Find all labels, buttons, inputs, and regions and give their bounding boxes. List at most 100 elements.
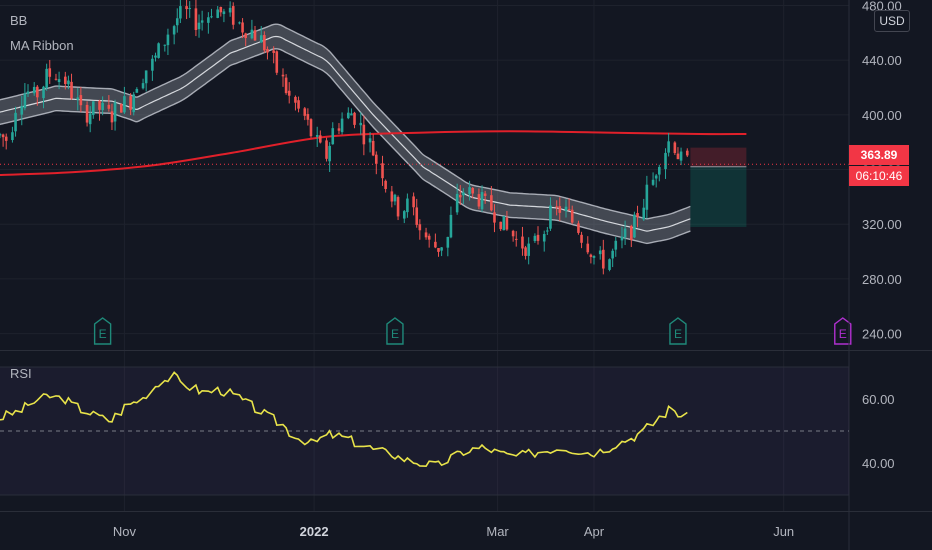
candle[interactable] [48, 59, 52, 84]
candle[interactable] [340, 112, 344, 135]
candle[interactable] [390, 185, 394, 208]
candle[interactable] [393, 193, 397, 206]
candle[interactable] [294, 95, 297, 111]
candle[interactable] [449, 206, 453, 239]
candle[interactable] [275, 50, 279, 76]
candle[interactable] [462, 188, 465, 204]
candle[interactable] [359, 112, 363, 135]
candle[interactable] [151, 55, 154, 81]
candle[interactable] [524, 245, 527, 260]
candle[interactable] [157, 42, 160, 59]
candle[interactable] [45, 63, 48, 91]
candle[interactable] [70, 73, 73, 100]
candle[interactable] [555, 200, 558, 216]
candle[interactable] [315, 126, 319, 147]
candle[interactable] [558, 197, 562, 222]
earnings-marker[interactable]: E [834, 317, 852, 345]
candle[interactable] [381, 155, 384, 186]
candle[interactable] [175, 8, 179, 33]
candle[interactable] [228, 1, 232, 17]
candle[interactable] [54, 73, 58, 81]
candle[interactable] [297, 96, 300, 113]
candle[interactable] [325, 137, 328, 162]
candle[interactable] [101, 96, 104, 116]
candle[interactable] [415, 198, 419, 228]
candle[interactable] [679, 147, 683, 166]
candle[interactable] [263, 31, 266, 53]
candle[interactable] [194, 0, 198, 37]
candle[interactable] [144, 70, 148, 92]
candle[interactable] [570, 205, 574, 225]
candle[interactable] [396, 195, 400, 221]
candle[interactable] [362, 115, 366, 156]
candle[interactable] [502, 215, 506, 231]
candle[interactable] [483, 190, 487, 204]
candle[interactable] [608, 258, 611, 272]
candle[interactable] [546, 227, 549, 236]
candle[interactable] [664, 148, 667, 179]
candle[interactable] [88, 106, 92, 133]
candle[interactable] [266, 46, 269, 60]
position-stop-zone[interactable] [690, 147, 747, 167]
candle[interactable] [231, 2, 235, 30]
candle[interactable] [20, 95, 24, 126]
rsi-pane[interactable]: 60.00 40.00 [0, 350, 932, 512]
candle[interactable] [135, 87, 139, 93]
candle[interactable] [642, 198, 646, 221]
position-target-zone[interactable] [690, 166, 747, 227]
candle[interactable] [471, 186, 475, 199]
candle[interactable] [676, 147, 680, 160]
candle[interactable] [259, 25, 263, 43]
ma-ribbon-indicator-label[interactable]: MA Ribbon [10, 38, 74, 53]
candle[interactable] [424, 227, 428, 240]
candle[interactable] [287, 82, 291, 104]
candle[interactable] [42, 85, 45, 109]
candle[interactable] [350, 108, 353, 116]
candle[interactable] [85, 101, 89, 127]
candle[interactable] [244, 32, 247, 47]
candle[interactable] [645, 175, 649, 219]
candle[interactable] [1, 133, 5, 147]
candle[interactable] [36, 85, 39, 106]
candle[interactable] [427, 233, 431, 248]
candle[interactable] [567, 198, 571, 211]
candle[interactable] [586, 236, 590, 255]
currency-selector[interactable]: USD [874, 10, 910, 32]
candle[interactable] [580, 231, 583, 249]
candle[interactable] [238, 21, 241, 25]
candle[interactable] [657, 164, 661, 182]
candle[interactable] [79, 86, 83, 113]
candle[interactable] [241, 18, 244, 39]
candle[interactable] [505, 210, 509, 231]
candle[interactable] [23, 83, 27, 111]
candle[interactable] [250, 19, 254, 40]
candle[interactable] [651, 172, 655, 186]
candle[interactable] [14, 106, 17, 137]
candle[interactable] [602, 239, 605, 275]
candle[interactable] [200, 10, 204, 31]
candle[interactable] [64, 71, 67, 90]
candle[interactable] [620, 226, 624, 249]
candle[interactable] [536, 226, 540, 245]
candle[interactable] [123, 86, 126, 114]
candle[interactable] [26, 84, 30, 98]
candle[interactable] [210, 8, 213, 19]
candle[interactable] [222, 8, 226, 23]
candle[interactable] [253, 25, 257, 41]
candle[interactable] [306, 108, 310, 126]
candle[interactable] [309, 118, 313, 138]
candle[interactable] [434, 233, 437, 249]
candle[interactable] [91, 101, 95, 119]
candle[interactable] [636, 205, 639, 228]
candle[interactable] [374, 151, 378, 175]
candle[interactable] [284, 74, 288, 95]
candle[interactable] [98, 99, 101, 121]
candle[interactable] [611, 248, 614, 268]
candle[interactable] [337, 123, 341, 135]
candle[interactable] [197, 14, 201, 38]
candle[interactable] [132, 91, 136, 116]
candle[interactable] [347, 107, 350, 120]
candle[interactable] [141, 78, 145, 90]
candle[interactable] [188, 1, 192, 18]
